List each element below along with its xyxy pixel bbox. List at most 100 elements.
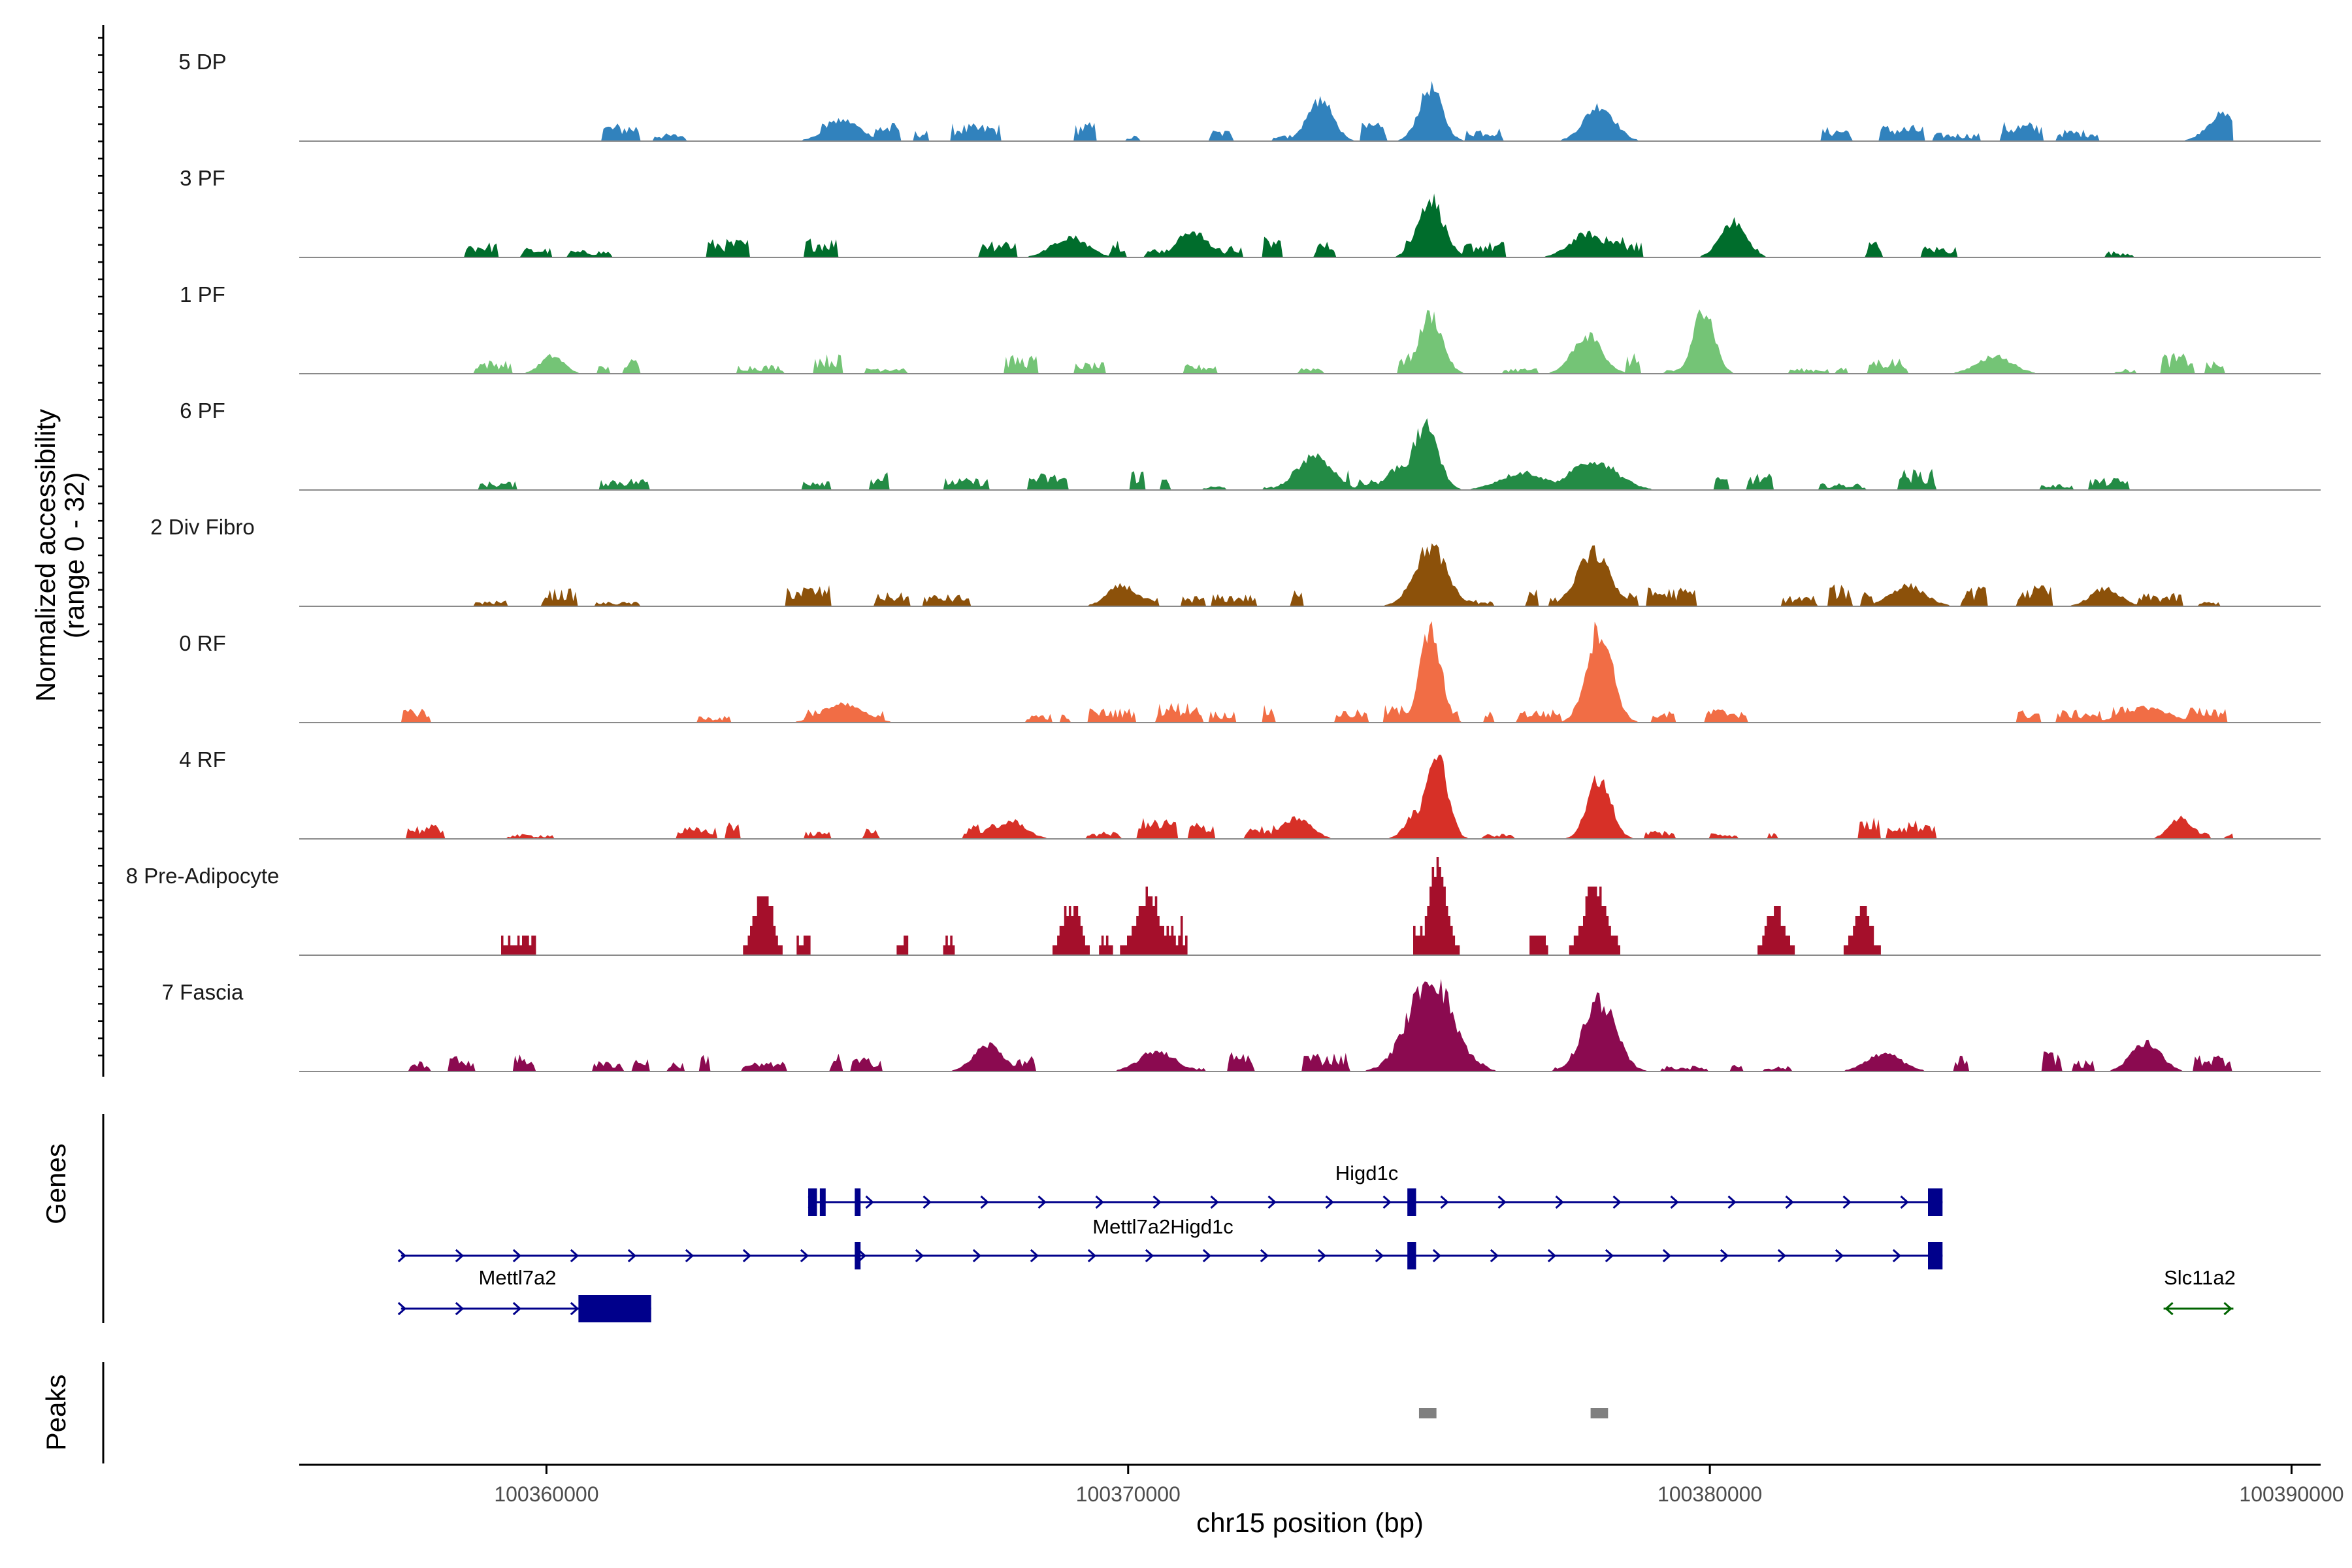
strand-arrow xyxy=(397,1249,407,1263)
strand-arrow xyxy=(1267,1195,1277,1209)
strand-arrow xyxy=(800,1249,809,1263)
strand-arrow xyxy=(865,1195,874,1209)
coverage-area xyxy=(400,543,2234,606)
track-label: 6 PF xyxy=(180,399,225,423)
track-label: 5 DP xyxy=(178,50,226,74)
strand-arrow xyxy=(742,1249,752,1263)
strand-arrow xyxy=(1095,1195,1104,1209)
track-3-pf: 3 PF xyxy=(180,166,2321,258)
strand-arrow xyxy=(1152,1195,1162,1209)
track-1-pf: 1 PF xyxy=(180,282,2321,374)
strand-arrow xyxy=(2164,1301,2174,1316)
exon xyxy=(1407,1242,1416,1269)
peak-region xyxy=(1418,1408,1437,1418)
strand-arrow xyxy=(1325,1195,1334,1209)
peaks-panel: Peaks xyxy=(41,1362,1609,1463)
strand-arrow xyxy=(1777,1249,1787,1263)
strand-arrow xyxy=(1432,1249,1442,1263)
track-label: 8 Pre-Adipocyte xyxy=(126,864,280,888)
strand-arrow xyxy=(1720,1249,1729,1263)
gene-label: Mettl7a2 xyxy=(479,1266,557,1289)
exon xyxy=(819,1188,826,1216)
strand-arrow xyxy=(512,1301,522,1316)
track-5-dp: 5 DP xyxy=(178,50,2321,142)
gene-label: Mettl7a2Higd1c xyxy=(1092,1215,1233,1238)
strand-arrow xyxy=(2223,1301,2232,1316)
strand-arrow xyxy=(972,1249,982,1263)
exon xyxy=(808,1188,817,1216)
strand-arrow xyxy=(1842,1195,1852,1209)
strand-arrow xyxy=(1555,1195,1564,1209)
strand-arrow xyxy=(570,1301,580,1316)
y-axis-title: Normalized accessibility xyxy=(30,409,61,702)
coverage-area xyxy=(400,755,2234,839)
peaks-title: Peaks xyxy=(41,1375,71,1451)
gene-higd1c: Higd1c xyxy=(808,1162,1943,1216)
strand-arrow xyxy=(1670,1195,1679,1209)
strand-arrow xyxy=(1440,1195,1449,1209)
exon xyxy=(1928,1242,1943,1269)
track-0-rf: 0 RF xyxy=(179,621,2321,723)
strand-arrow xyxy=(1145,1249,1154,1263)
strand-arrow xyxy=(1202,1249,1212,1263)
strand-arrow xyxy=(1900,1195,1909,1209)
strand-arrow xyxy=(1547,1249,1557,1263)
strand-arrow xyxy=(627,1249,637,1263)
strand-arrow xyxy=(1030,1249,1039,1263)
strand-arrow xyxy=(1210,1195,1219,1209)
genes-panel: Genes Higd1c Mettl7a2Higd1c Mettl7a2 Slc11a… xyxy=(41,1114,2236,1323)
coverage-area xyxy=(400,418,2234,490)
coverage-y-axis xyxy=(98,25,105,1077)
track-label: 7 Fascia xyxy=(162,980,244,1004)
track-label: 4 RF xyxy=(179,747,226,772)
strand-arrow xyxy=(1497,1195,1507,1209)
x-tick-label: 100390000 xyxy=(2239,1482,2344,1506)
track-2-div-fibro: 2 Div Fibro xyxy=(150,515,2321,607)
coverage-tracks: 5 DP 3 PF 1 PF 6 PF 2 Div Fibro 0 RF 4 RF 8 Pre… xyxy=(126,50,2321,1072)
strand-arrow xyxy=(455,1249,465,1263)
coverage-area xyxy=(400,621,2234,723)
strand-arrow xyxy=(1317,1249,1327,1263)
strand-arrow xyxy=(1087,1249,1097,1263)
gene-slc11a2: Slc11a2 xyxy=(2163,1266,2236,1316)
coverage-area xyxy=(400,193,2234,257)
strand-arrow xyxy=(1835,1249,1844,1263)
x-tick-label: 100380000 xyxy=(1658,1482,1762,1506)
coverage-area xyxy=(400,857,2235,955)
x-axis-title: chr15 position (bp) xyxy=(1196,1507,1424,1538)
gene-mettl7a2higd1c: Mettl7a2Higd1c xyxy=(397,1215,1943,1269)
coverage-area xyxy=(400,979,2234,1071)
track-6-pf: 6 PF xyxy=(180,399,2321,491)
strand-arrow xyxy=(923,1195,932,1209)
track-label: 1 PF xyxy=(180,282,225,306)
x-tick-label: 100370000 xyxy=(1076,1482,1181,1506)
strand-arrow xyxy=(512,1249,522,1263)
strand-arrow xyxy=(1375,1249,1384,1263)
track-label: 3 PF xyxy=(180,166,225,190)
x-tick-label: 100360000 xyxy=(494,1482,598,1506)
exon xyxy=(855,1188,861,1216)
strand-arrow xyxy=(1662,1249,1672,1263)
strand-arrow xyxy=(1612,1195,1622,1209)
gene-label: Slc11a2 xyxy=(2164,1266,2236,1289)
x-axis: 100360000 100370000 100380000 100390000 chr… xyxy=(299,1463,2344,1538)
strand-arrow xyxy=(915,1249,924,1263)
coverage-area xyxy=(400,309,2234,374)
track-label: 0 RF xyxy=(179,631,226,655)
exon xyxy=(1928,1188,1943,1216)
track-label: 2 Div Fibro xyxy=(150,515,255,539)
strand-arrow xyxy=(1727,1195,1737,1209)
track-4-rf: 4 RF xyxy=(179,747,2321,840)
strand-arrow xyxy=(1605,1249,1614,1263)
genes-title: Genes xyxy=(41,1143,71,1224)
exon xyxy=(855,1242,861,1269)
gene-mettl7a2: Mettl7a2 xyxy=(397,1266,651,1322)
strand-arrow xyxy=(1892,1249,1902,1263)
strand-arrow xyxy=(685,1249,694,1263)
strand-arrow xyxy=(1490,1249,1499,1263)
strand-arrow xyxy=(1037,1195,1047,1209)
gene-label: Higd1c xyxy=(1335,1162,1399,1184)
strand-arrow xyxy=(1785,1195,1794,1209)
exon xyxy=(1407,1188,1416,1216)
